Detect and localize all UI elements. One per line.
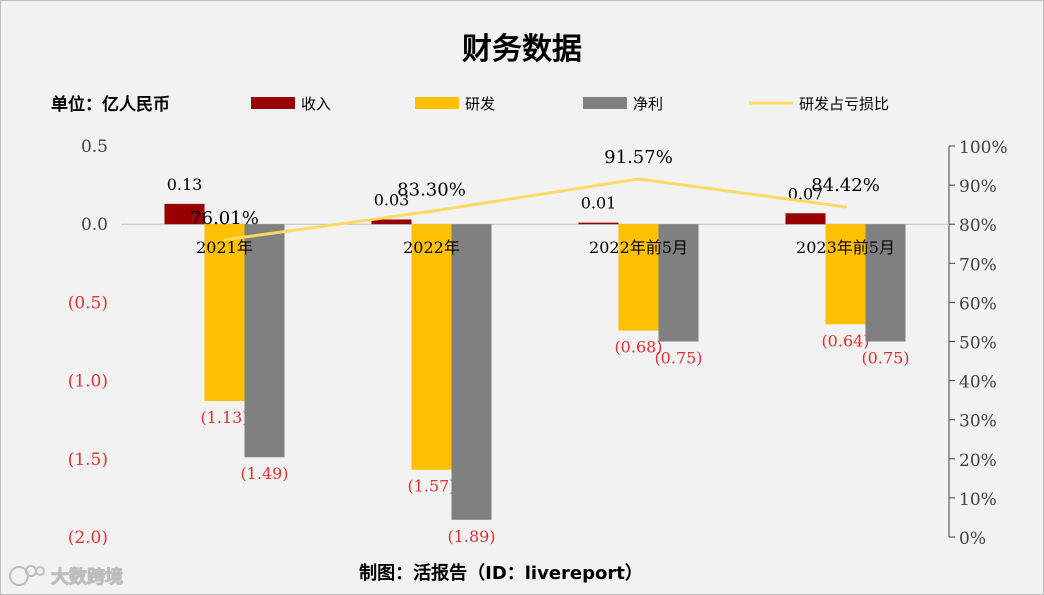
line-label-2: 91.57% — [604, 147, 673, 168]
right-tick-label-0: 0% — [959, 529, 986, 549]
plot-area: 0.5 0.0 (0.5) (1.0) (1.5) (2.0) 0% 10% 20% 30% 40%… — [68, 137, 1008, 549]
data-label-0-2: 0.01 — [581, 194, 617, 213]
legend-swatch-1 — [415, 97, 459, 109]
data-label-1-2: (0.68) — [614, 338, 662, 357]
bar-0-0 — [164, 203, 205, 225]
bar-1-2 — [618, 224, 659, 331]
right-tick-label-7: 70% — [959, 255, 997, 275]
bar-2-3 — [865, 224, 906, 342]
left-tick-label-5: (2.0) — [68, 528, 108, 548]
data-label-2-3: (0.75) — [861, 349, 909, 368]
line-label-3: 84.42% — [811, 175, 880, 196]
category-label-3: 2023年前5月 — [796, 238, 895, 257]
left-tick-label-3: (1.0) — [68, 372, 108, 392]
right-tick-label-5: 50% — [959, 334, 997, 354]
category-label-0: 2021年 — [196, 238, 253, 257]
right-tick-label-3: 30% — [959, 412, 997, 432]
bar-2-2 — [658, 224, 699, 342]
legend-label-line: 研发占亏损比 — [799, 95, 889, 113]
right-tick-label-9: 90% — [959, 177, 997, 197]
line-label-1: 83.30% — [397, 179, 466, 200]
data-label-1-0: (1.13) — [200, 408, 248, 427]
left-tick-label-2: (0.5) — [68, 293, 108, 313]
data-label-2-2: (0.75) — [654, 349, 702, 368]
data-label-1-3: (0.64) — [821, 331, 869, 350]
legend-label-2: 净利 — [633, 95, 663, 113]
watermark-logo-icon — [9, 565, 45, 586]
legend: 收入 研发 净利 研发占亏损比 — [251, 95, 889, 113]
legend-label-1: 研发 — [465, 95, 495, 113]
bar-1-0 — [204, 224, 245, 401]
line-label-0: 76.01% — [190, 208, 259, 229]
legend-swatch-0 — [251, 97, 295, 109]
bar-0-3 — [785, 213, 826, 225]
line-series-path — [224, 177, 846, 242]
watermark: 大数跨境 — [9, 565, 124, 589]
line-point-1 — [430, 209, 433, 213]
credit-text: 制图：活报告（ID：livereport） — [359, 562, 643, 584]
chart-title: 财务数据 — [462, 32, 582, 67]
bar-0-1 — [371, 219, 412, 225]
left-tick-label-1: 0.0 — [81, 215, 108, 235]
right-tick-label-4: 40% — [959, 373, 997, 393]
left-tick-label-0: 0.5 — [81, 137, 108, 157]
legend-label-0: 收入 — [301, 95, 331, 113]
bar-1-3 — [825, 224, 866, 325]
data-label-0-0: 0.13 — [167, 175, 203, 194]
right-tick-label-2: 20% — [959, 451, 997, 471]
left-tick-label-4: (1.5) — [68, 450, 108, 470]
bar-2-0 — [244, 224, 285, 458]
data-label-2-1: (1.89) — [447, 527, 495, 546]
line-point-2 — [637, 177, 640, 181]
unit-label: 单位：亿人民币 — [51, 94, 170, 115]
bar-2-1 — [451, 224, 492, 520]
data-label-1-1: (1.57) — [407, 477, 455, 496]
data-label-0-1: 0.03 — [374, 191, 410, 210]
line-point-3 — [844, 205, 847, 209]
data-label-2-0: (1.49) — [240, 464, 288, 483]
bar-1-1 — [411, 224, 452, 470]
watermark-text: 大数跨境 — [51, 566, 123, 588]
right-tick-label-8: 80% — [959, 216, 997, 236]
data-label-0-3: 0.07 — [788, 184, 824, 203]
right-tick-label-6: 60% — [959, 294, 997, 314]
category-label-2: 2022年前5月 — [589, 238, 688, 257]
legend-swatch-2 — [583, 97, 627, 109]
bar-0-2 — [578, 222, 619, 225]
category-label-1: 2022年 — [403, 238, 460, 257]
right-tick-label-10: 100% — [959, 138, 1008, 158]
right-tick-label-1: 10% — [959, 490, 997, 510]
line-point-0 — [223, 238, 226, 242]
